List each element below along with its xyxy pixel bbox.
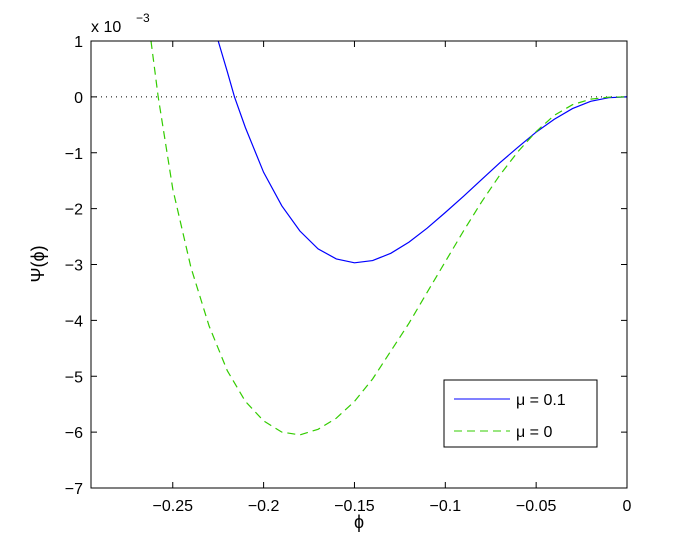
x-tick-label: −0.2 — [248, 498, 280, 515]
x-tick-label: −0.25 — [153, 498, 194, 515]
legend-label-series-1: μ = 0 — [516, 424, 552, 441]
y-exponent-power: −3 — [136, 11, 150, 25]
y-exponent-base: x 10 — [91, 19, 121, 36]
series-layer — [91, 41, 627, 436]
y-tick-label: −7 — [65, 481, 83, 498]
plot-frame — [90, 40, 628, 489]
y-tick-label: −1 — [65, 146, 83, 163]
series-line-1 — [150, 41, 627, 436]
x-tick-label: 0 — [623, 498, 632, 515]
ticks-layer: −0.25 −0.2 −0.15 −0.1 −0.05 0 −7 −6 −5 −4 −3 −2 −1 0 1 — [65, 34, 632, 515]
y-axis-label: Ψ(ϕ) — [28, 245, 48, 282]
series-line-0 — [217, 41, 627, 264]
y-tick-label: −2 — [65, 202, 83, 219]
y-exponent-label: x 10 −3 — [91, 11, 150, 36]
x-tick-label: −0.1 — [430, 498, 462, 515]
x-tick-label: −0.05 — [516, 498, 557, 515]
y-tick-label: −4 — [65, 313, 83, 330]
legend-label-series-0: μ = 0.1 — [516, 392, 566, 409]
legend: μ = 0.1 μ = 0 — [443, 379, 598, 448]
legend-box — [443, 379, 598, 448]
x-tick-label: −0.15 — [334, 498, 375, 515]
x-axis-label: ϕ — [354, 512, 364, 532]
y-tick-label: 1 — [74, 34, 83, 51]
y-tick-label: −3 — [65, 258, 83, 275]
y-tick-label: 0 — [74, 90, 83, 107]
y-tick-label: −6 — [65, 425, 83, 442]
y-tick-label: −5 — [65, 369, 83, 386]
